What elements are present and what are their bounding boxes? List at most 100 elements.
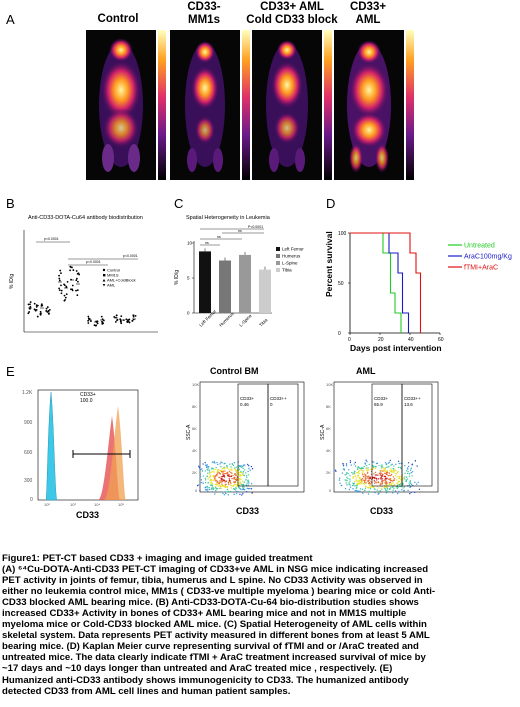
flow-dot xyxy=(207,490,209,492)
flow-dot xyxy=(242,465,244,468)
hist-xlabel: CD33 xyxy=(76,510,99,520)
flow-dot xyxy=(392,479,395,481)
svg-text:2K: 2K xyxy=(326,470,331,475)
panel-d-ytick: 50 xyxy=(338,281,344,287)
flow-dot xyxy=(339,482,341,484)
flow-dot xyxy=(392,476,395,478)
flow-dot xyxy=(238,468,241,471)
flow-dot xyxy=(367,487,370,489)
flow-dot xyxy=(334,469,337,471)
flow-dot xyxy=(234,484,236,486)
flow-dot xyxy=(236,485,238,488)
flow-dot xyxy=(215,482,218,484)
flow-dot xyxy=(224,472,226,475)
flow-dot xyxy=(363,476,365,478)
flow-dot xyxy=(237,473,240,476)
flow-dot xyxy=(354,480,356,483)
flow-dot xyxy=(381,466,383,468)
flow-dot xyxy=(395,469,397,472)
flow-dot xyxy=(352,482,354,484)
flow-dot xyxy=(235,471,237,473)
flow-dot xyxy=(236,492,238,495)
flow-dot xyxy=(209,471,212,474)
flow-dot xyxy=(246,475,248,477)
flow-dot xyxy=(394,490,397,492)
flow-dot xyxy=(381,483,384,485)
aml-gate2-label: CD33++ xyxy=(404,396,421,401)
panel-d-legend-untreated: Untreated xyxy=(464,243,495,250)
flow-dot xyxy=(396,476,398,478)
flow-dot xyxy=(392,481,394,484)
flow-dot xyxy=(411,463,414,465)
svg-text:600: 600 xyxy=(24,450,33,456)
flow-dot xyxy=(235,474,237,476)
panel-b-dot xyxy=(27,312,30,315)
flow-dot xyxy=(398,462,400,465)
flow-dot xyxy=(204,461,206,464)
flow-dot xyxy=(390,473,393,476)
flow-dot xyxy=(352,473,354,475)
panel-b-dot xyxy=(63,294,66,297)
flow-dot xyxy=(385,480,387,482)
flow-dot xyxy=(219,480,221,482)
svg-text:4K: 4K xyxy=(192,448,197,453)
flow-dot xyxy=(380,487,383,490)
flow-dot xyxy=(199,468,202,471)
flow-dot xyxy=(213,477,216,480)
flow-dot xyxy=(403,486,406,488)
flow-dot xyxy=(374,467,377,470)
flow-dot xyxy=(403,489,405,492)
flow-dot xyxy=(381,478,384,480)
flow-dot xyxy=(348,483,351,485)
panel-b-dot xyxy=(76,294,79,297)
flow-dot xyxy=(229,463,231,465)
flow-dot xyxy=(391,471,393,473)
aml-title: AML xyxy=(356,366,376,376)
panel-b-dot xyxy=(45,310,48,312)
pet-title-aml-cold: CD33+ AML Cold CD33 block xyxy=(246,1,338,26)
pet-title-aml: CD33+ AML xyxy=(349,1,387,26)
flow-dot xyxy=(407,489,409,492)
flow-dot xyxy=(220,471,223,473)
flow-dot xyxy=(222,491,225,493)
flow-dot xyxy=(227,475,230,477)
flow-dot xyxy=(216,473,218,476)
panel-b-dot xyxy=(128,318,131,321)
flow-dot xyxy=(210,478,212,480)
flow-dot xyxy=(221,485,223,487)
flow-dot xyxy=(368,477,371,479)
flow-dot xyxy=(410,472,412,474)
flow-dot xyxy=(209,479,211,482)
panel-b-dot xyxy=(75,289,77,292)
flow-dot xyxy=(348,482,350,484)
flow-dot xyxy=(410,467,412,470)
flow-dot xyxy=(251,492,253,494)
flow-dot xyxy=(356,483,358,485)
flow-dot xyxy=(382,470,384,472)
panel-b-legend-control: Control xyxy=(107,268,120,273)
panel-b-dot xyxy=(64,296,67,299)
control-bm-title: Control BM xyxy=(210,366,259,376)
flow-dot xyxy=(230,475,233,478)
pet-image-aml xyxy=(334,30,414,180)
flow-dot xyxy=(219,469,221,472)
flow-dot xyxy=(380,480,383,483)
panel-b-dot xyxy=(76,272,79,275)
flow-dot xyxy=(248,467,250,470)
flow-dot xyxy=(353,463,356,465)
flow-dot xyxy=(363,473,366,475)
flow-dot xyxy=(380,476,382,479)
flow-dot xyxy=(379,484,381,486)
hist-gate-value: 100.0 xyxy=(80,398,93,404)
svg-text:8K: 8K xyxy=(326,404,331,409)
flow-dot xyxy=(242,467,244,470)
flow-dot xyxy=(242,474,244,477)
flow-dot xyxy=(221,483,223,485)
flow-dot xyxy=(382,467,385,469)
flow-dot xyxy=(362,492,364,494)
flow-dot xyxy=(207,488,209,490)
flow-dot xyxy=(349,478,351,480)
flow-dot xyxy=(393,465,395,467)
flow-dot xyxy=(396,487,398,490)
panel-b-dot xyxy=(66,280,69,283)
